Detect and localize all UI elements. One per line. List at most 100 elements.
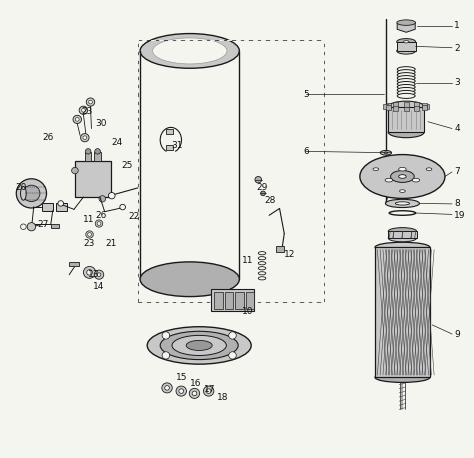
Text: 14: 14 xyxy=(93,282,104,290)
Bar xyxy=(386,103,391,108)
Text: 18: 18 xyxy=(217,393,228,402)
Bar xyxy=(383,104,388,109)
Circle shape xyxy=(85,149,91,154)
Text: 21: 21 xyxy=(106,239,117,248)
Text: 16: 16 xyxy=(190,379,201,388)
Circle shape xyxy=(23,185,40,202)
Circle shape xyxy=(203,386,214,396)
Ellipse shape xyxy=(258,251,266,255)
Bar xyxy=(425,104,429,109)
Ellipse shape xyxy=(258,272,266,275)
Ellipse shape xyxy=(360,154,445,198)
Polygon shape xyxy=(397,20,415,33)
Ellipse shape xyxy=(397,93,415,98)
Ellipse shape xyxy=(388,228,417,235)
Circle shape xyxy=(164,386,169,390)
Circle shape xyxy=(99,196,106,202)
Ellipse shape xyxy=(400,190,405,192)
Circle shape xyxy=(86,98,95,106)
Ellipse shape xyxy=(384,152,388,154)
Circle shape xyxy=(20,224,26,229)
Circle shape xyxy=(176,386,186,396)
Text: 25: 25 xyxy=(121,161,133,169)
Ellipse shape xyxy=(397,70,415,75)
Text: 3: 3 xyxy=(455,78,460,87)
Ellipse shape xyxy=(385,178,392,182)
Bar xyxy=(422,105,427,110)
Bar xyxy=(51,224,59,228)
Circle shape xyxy=(255,176,262,183)
Circle shape xyxy=(86,231,93,238)
Ellipse shape xyxy=(388,101,424,112)
Ellipse shape xyxy=(397,20,416,25)
Bar xyxy=(56,202,67,211)
Bar xyxy=(422,103,427,108)
Circle shape xyxy=(95,220,103,227)
Bar xyxy=(386,105,391,110)
Text: 10: 10 xyxy=(242,307,253,316)
Text: 17: 17 xyxy=(204,385,215,394)
Circle shape xyxy=(229,352,236,359)
Circle shape xyxy=(82,109,85,112)
Circle shape xyxy=(81,134,89,142)
Ellipse shape xyxy=(160,331,238,360)
Bar xyxy=(166,129,173,134)
Ellipse shape xyxy=(186,340,212,350)
Text: 12: 12 xyxy=(284,250,296,259)
Circle shape xyxy=(95,149,100,154)
Bar xyxy=(166,145,173,151)
Circle shape xyxy=(89,100,92,104)
Text: 28: 28 xyxy=(264,196,276,205)
Bar xyxy=(276,246,284,252)
Ellipse shape xyxy=(397,84,415,89)
Circle shape xyxy=(83,136,87,140)
Text: 11: 11 xyxy=(83,215,95,224)
Ellipse shape xyxy=(397,73,415,78)
Ellipse shape xyxy=(397,82,415,87)
Ellipse shape xyxy=(258,256,266,260)
Ellipse shape xyxy=(153,38,227,64)
Ellipse shape xyxy=(397,67,415,72)
Circle shape xyxy=(97,222,101,225)
Circle shape xyxy=(162,332,170,339)
Ellipse shape xyxy=(426,168,432,170)
Circle shape xyxy=(79,106,88,114)
Ellipse shape xyxy=(373,168,379,170)
Text: 15: 15 xyxy=(175,373,187,382)
Bar xyxy=(375,247,430,377)
Circle shape xyxy=(58,201,64,206)
Ellipse shape xyxy=(147,327,251,364)
Ellipse shape xyxy=(397,76,415,81)
Bar xyxy=(214,292,223,309)
Ellipse shape xyxy=(397,87,415,93)
Ellipse shape xyxy=(397,78,415,83)
Circle shape xyxy=(83,267,96,278)
Circle shape xyxy=(94,270,104,279)
Bar xyxy=(404,107,409,111)
Text: 19: 19 xyxy=(455,211,466,220)
Text: 7: 7 xyxy=(455,168,460,176)
Bar xyxy=(404,102,409,107)
Text: 24: 24 xyxy=(112,138,123,147)
Ellipse shape xyxy=(397,48,416,54)
Ellipse shape xyxy=(395,202,410,205)
Circle shape xyxy=(73,115,82,124)
Bar xyxy=(393,106,398,111)
Bar xyxy=(211,289,254,311)
Ellipse shape xyxy=(380,151,392,155)
Bar xyxy=(75,160,111,197)
Ellipse shape xyxy=(388,234,417,242)
Bar xyxy=(246,292,254,309)
Ellipse shape xyxy=(403,41,409,43)
Circle shape xyxy=(206,389,211,393)
Circle shape xyxy=(97,273,101,277)
Circle shape xyxy=(229,332,236,339)
Ellipse shape xyxy=(399,174,406,178)
Bar xyxy=(94,153,101,160)
Circle shape xyxy=(75,118,79,121)
Circle shape xyxy=(179,389,183,393)
Bar xyxy=(235,292,244,309)
Circle shape xyxy=(109,192,115,199)
Bar xyxy=(225,292,233,309)
Ellipse shape xyxy=(258,277,266,280)
